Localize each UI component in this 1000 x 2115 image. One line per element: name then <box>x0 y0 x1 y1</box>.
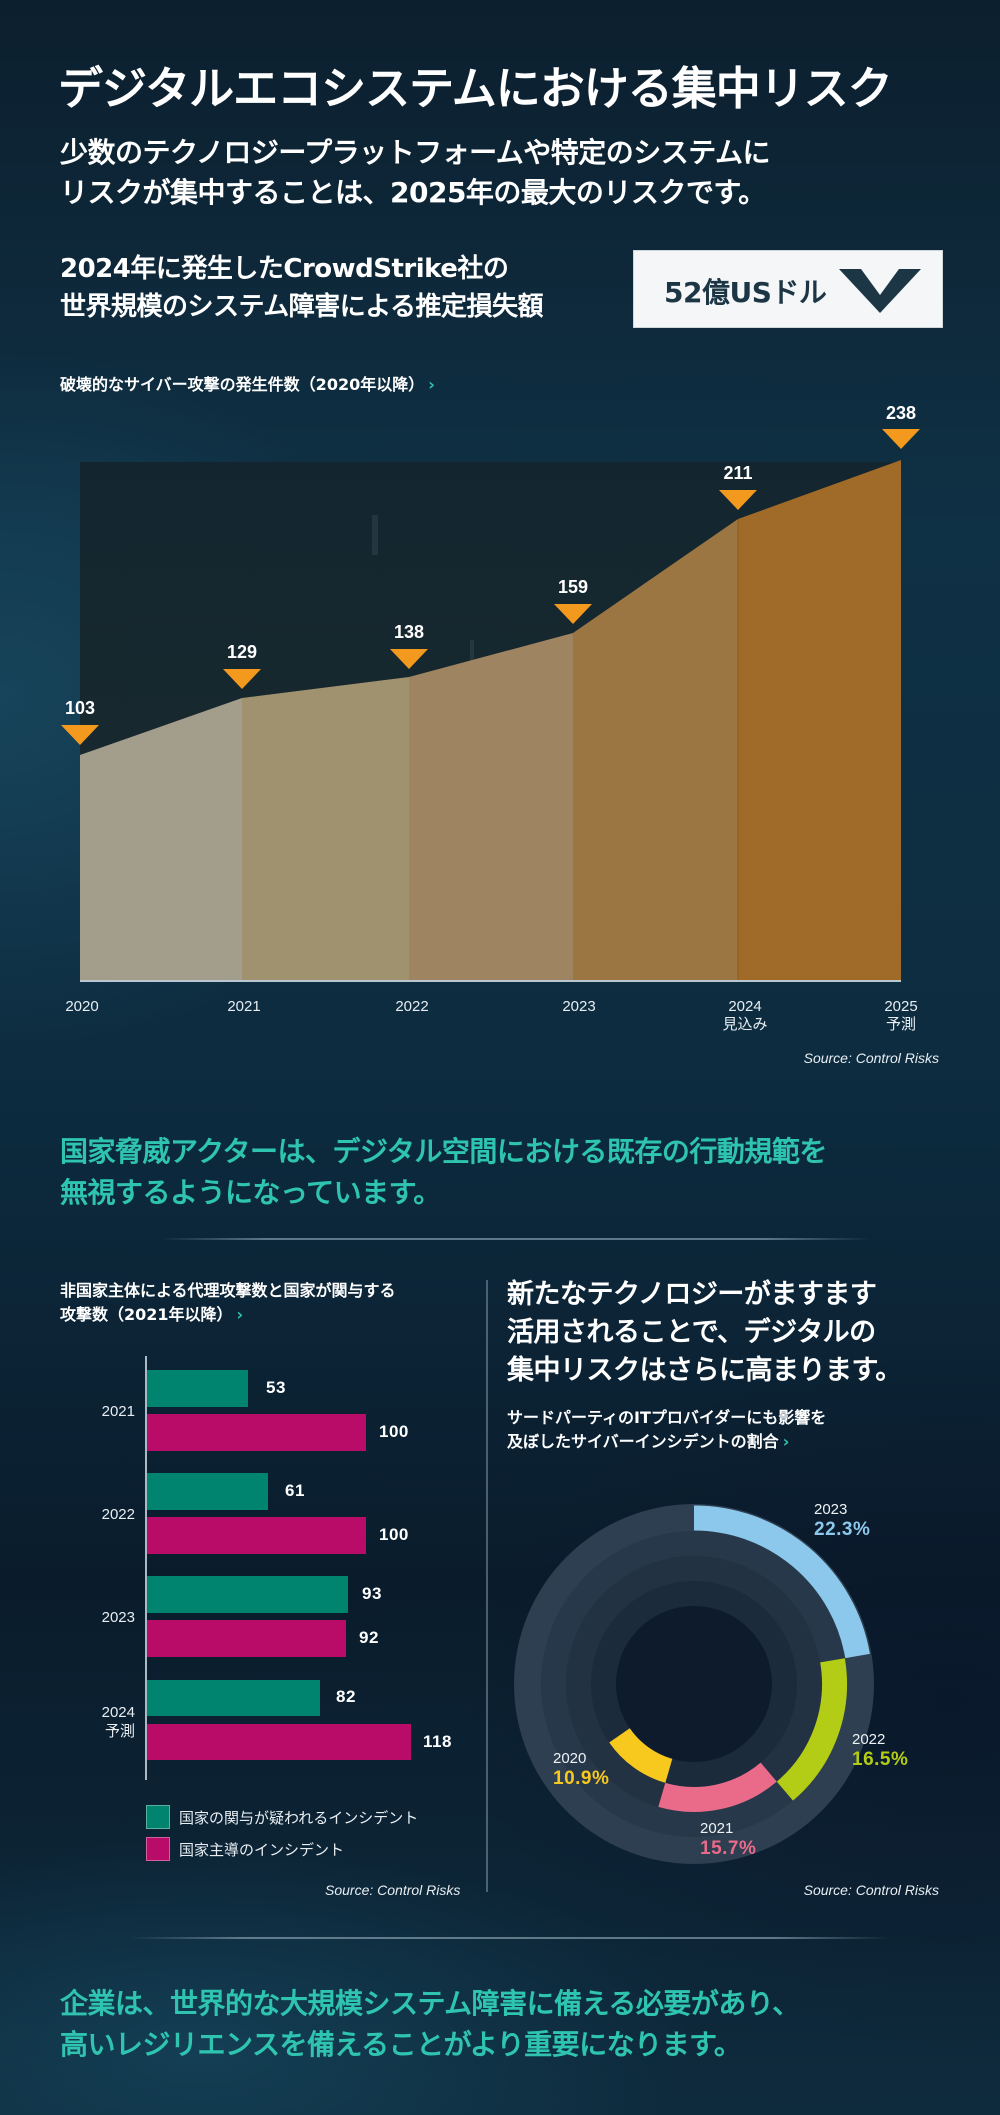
right-panel-heading: 新たなテクノロジーがますます 活用されることで、デジタルの 集中リスクはさらに高… <box>507 1276 902 1390</box>
x-tick-2022: 2022 <box>395 998 429 1015</box>
bar-stateled-2023 <box>147 1620 346 1657</box>
section-divider-bottom <box>130 1937 890 1939</box>
ring-label-2020: 2020 10.9% <box>553 1750 610 1789</box>
bar-stateled-2021 <box>147 1414 366 1451</box>
area-chart-title-text: 破壊的なサイバー攻撃の発生件数（2020年以降） <box>60 375 425 394</box>
legend-label-suspected: 国家の関与が疑われるインシデント <box>179 1809 419 1827</box>
bar-suspected-2021 <box>147 1370 248 1407</box>
down-chevron-icon <box>839 269 921 313</box>
loss-value: 52億USドル <box>664 276 827 309</box>
bar-chart-title-line-2: 攻撃数（2021年以降） <box>60 1305 233 1324</box>
data-label-2020: 103 <box>64 698 96 718</box>
legend-label-stateled: 国家主導のインシデント <box>179 1841 345 1859</box>
legend-swatch-stateled <box>146 1837 170 1861</box>
ring-label-2021: 2021 15.7% <box>700 1820 757 1859</box>
data-label-2023: 159 <box>557 577 589 597</box>
statement-state-actors: 国家脅威アクターは、デジタル空間における既存の行動規範を 無視するようになってい… <box>60 1131 827 1213</box>
ring-2020 <box>609 1727 673 1783</box>
statement2-line-2: 高いレジリエンスを備えることがより重要になります。 <box>60 2028 742 2061</box>
bar-year-2023: 2023 <box>101 1609 135 1626</box>
x-tick-2021: 2021 <box>227 998 261 1015</box>
column-divider <box>486 1280 488 1892</box>
chevron-right-icon[interactable]: › <box>428 375 435 394</box>
marker-2023-icon <box>554 604 592 624</box>
ring-2023 <box>693 1505 870 1659</box>
bar-value-stateled-2021: 100 <box>379 1422 409 1441</box>
bar-chart-title-line-1: 非国家主体による代理攻撃数と国家が関与する <box>60 1281 396 1300</box>
bar-stateled-2024 <box>147 1724 411 1760</box>
statement1-line-1: 国家脅威アクターは、デジタル空間における既存の行動規範を <box>60 1135 827 1168</box>
legend-swatch-suspected <box>146 1805 170 1829</box>
statement1-line-2: 無視するようになっています。 <box>60 1176 441 1209</box>
x-tick-2024: 2024 見込み <box>722 998 768 1033</box>
right-heading-line-1: 新たなテクノロジーがますます <box>507 1279 877 1310</box>
crowdstrike-label: 2024年に発生したCrowdStrike社の 世界規模のシステム障害による推定… <box>60 250 543 326</box>
area-chart-source: Source: Control Risks <box>803 1050 939 1066</box>
bar-suspected-2022 <box>147 1473 268 1510</box>
bar-chart-axis <box>145 1356 147 1780</box>
bar-value-stateled-2024: 118 <box>423 1732 452 1751</box>
bar-year-2022: 2022 <box>101 1506 135 1523</box>
crowdstrike-line-1: 2024年に発生したCrowdStrike社の <box>60 254 509 284</box>
statement-resilience: 企業は、世界的な大規模システム障害に備える必要があり、 高いレジリエンスを備える… <box>60 1983 800 2065</box>
data-label-2022: 138 <box>393 622 425 642</box>
bar-year-2021: 2021 <box>101 1403 135 1420</box>
bar-chart-title: 非国家主体による代理攻撃数と国家が関与する 攻撃数（2021年以降） › <box>60 1279 396 1327</box>
bar-value-suspected-2022: 61 <box>285 1481 305 1500</box>
crowdstrike-line-2: 世界規模のシステム障害による推定損失額 <box>60 292 543 322</box>
bar-stateled-2022 <box>147 1517 366 1554</box>
x-tick-2025: 2025 予測 <box>884 998 918 1033</box>
chevron-right-icon[interactable]: › <box>236 1305 244 1324</box>
subtitle-line-2: リスクが集中することは、2025年の最大のリスクです。 <box>60 176 766 209</box>
bar-suspected-2024 <box>147 1680 320 1716</box>
data-label-2021: 129 <box>226 642 258 662</box>
radial-chart-title-line-1: サードパーティのITプロバイダーにも影響を <box>507 1408 827 1427</box>
page-subtitle: 少数のテクノロジープラットフォームや特定のシステムに リスクが集中することは、2… <box>60 133 770 213</box>
statement2-line-1: 企業は、世界的な大規模システム障害に備える必要があり、 <box>60 1987 800 2020</box>
radial-chart-title-line-2: 及ぼしたサイバーインシデントの割合 <box>507 1432 779 1451</box>
bar-suspected-2023 <box>147 1576 348 1613</box>
bar-value-suspected-2021: 53 <box>266 1378 286 1397</box>
page-title: デジタルエコシステムにおける集中リスク <box>58 62 893 115</box>
data-label-2025: 238 <box>885 403 917 423</box>
bar-value-stateled-2022: 100 <box>379 1525 409 1544</box>
bar-year-2024: 2024 予測 <box>101 1704 135 1740</box>
x-tick-2020: 2020 <box>65 998 99 1015</box>
radial-chart-title: サードパーティのITプロバイダーにも影響を 及ぼしたサイバーインシデントの割合 › <box>507 1406 826 1454</box>
bar-chart-source: Source: Control Risks <box>325 1882 461 1898</box>
ring-2021 <box>658 1762 777 1812</box>
bar-value-stateled-2023: 92 <box>359 1628 379 1647</box>
area-chart-title: 破壊的なサイバー攻撃の発生件数（2020年以降） › <box>60 371 435 395</box>
right-heading-line-2: 活用されることで、デジタルの <box>507 1317 876 1348</box>
data-label-2024: 211 <box>723 463 753 483</box>
marker-2020-icon <box>61 725 99 745</box>
marker-2022-icon <box>390 649 428 669</box>
x-tick-2023: 2023 <box>562 998 596 1015</box>
chevron-right-icon[interactable]: › <box>782 1432 790 1451</box>
subtitle-line-1: 少数のテクノロジープラットフォームや特定のシステムに <box>60 136 770 169</box>
marker-2024-icon <box>719 490 757 510</box>
ring-label-2023: 2023 22.3% <box>814 1501 871 1540</box>
bar-value-suspected-2023: 93 <box>362 1584 382 1603</box>
value-markers <box>61 429 920 745</box>
right-heading-line-3: 集中リスクはさらに高まります。 <box>507 1355 902 1386</box>
radial-ring-chart <box>514 1504 874 1864</box>
bar-value-suspected-2024: 82 <box>336 1687 356 1706</box>
loss-value-box: 52億USドル <box>633 250 943 328</box>
marker-2021-icon <box>223 669 261 689</box>
radial-chart-source: Source: Control Risks <box>803 1882 939 1898</box>
marker-2025-icon <box>882 429 920 449</box>
section-divider <box>160 1238 870 1240</box>
ring-2022 <box>776 1658 847 1801</box>
area-chart <box>61 429 920 982</box>
ring-label-2022: 2022 16.5% <box>852 1731 909 1770</box>
